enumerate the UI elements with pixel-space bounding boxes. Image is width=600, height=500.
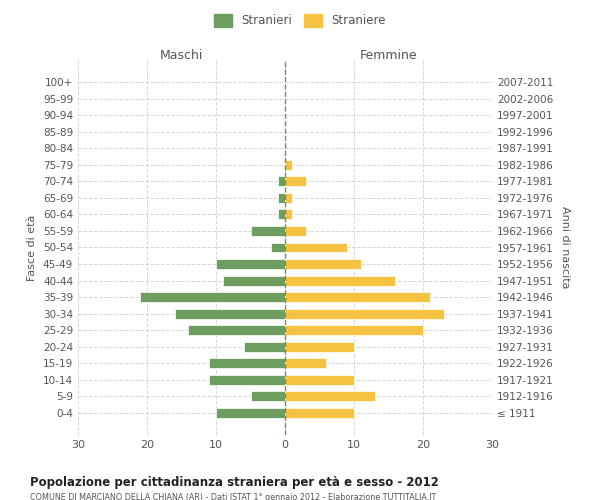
Bar: [285, 392, 374, 402]
Bar: [285, 160, 292, 170]
Text: COMUNE DI MARCIANO DELLA CHIANA (AR) - Dati ISTAT 1° gennaio 2012 - Elaborazione: COMUNE DI MARCIANO DELLA CHIANA (AR) - D…: [30, 494, 436, 500]
Bar: [285, 210, 292, 220]
Bar: [216, 408, 285, 418]
Bar: [285, 408, 354, 418]
Legend: Stranieri, Straniere: Stranieri, Straniere: [211, 11, 389, 31]
Bar: [285, 308, 443, 318]
Y-axis label: Fasce di età: Fasce di età: [28, 214, 37, 280]
Bar: [223, 276, 285, 285]
Bar: [285, 326, 423, 335]
Bar: [285, 276, 395, 285]
Bar: [285, 242, 347, 252]
Y-axis label: Anni di nascita: Anni di nascita: [560, 206, 570, 289]
Bar: [278, 176, 285, 186]
Bar: [285, 259, 361, 269]
Text: Maschi: Maschi: [160, 49, 203, 62]
Bar: [251, 392, 285, 402]
Bar: [285, 358, 326, 368]
Bar: [251, 226, 285, 236]
Bar: [285, 292, 430, 302]
Bar: [271, 242, 285, 252]
Bar: [140, 292, 285, 302]
Bar: [216, 259, 285, 269]
Bar: [278, 193, 285, 203]
Bar: [285, 342, 354, 352]
Text: Popolazione per cittadinanza straniera per età e sesso - 2012: Popolazione per cittadinanza straniera p…: [30, 476, 439, 489]
Bar: [188, 326, 285, 335]
Bar: [209, 358, 285, 368]
Bar: [175, 308, 285, 318]
Bar: [285, 226, 306, 236]
Bar: [285, 375, 354, 385]
Text: Femmine: Femmine: [359, 49, 418, 62]
Bar: [244, 342, 285, 352]
Bar: [278, 210, 285, 220]
Bar: [285, 176, 306, 186]
Bar: [209, 375, 285, 385]
Bar: [285, 193, 292, 203]
